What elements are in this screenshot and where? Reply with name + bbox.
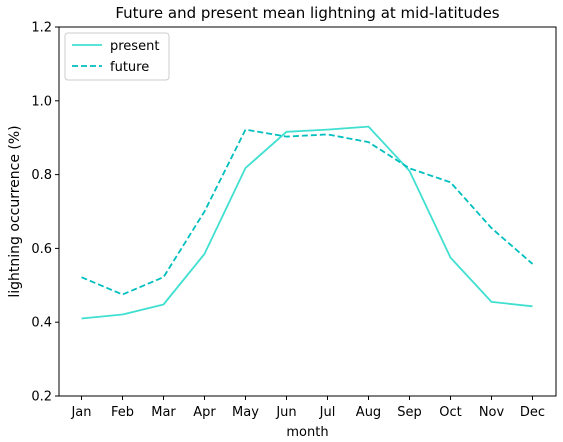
legend: present future — [64, 32, 170, 81]
x-tick-label: Oct — [439, 405, 461, 420]
y-tick-label: 0.6 — [31, 242, 52, 257]
x-axis: Jan Feb Mar Apr May Jun Jul Aug Sep Oct Nov Dec — [70, 396, 545, 420]
y-axis-label: lightning occurrence (%) — [7, 125, 23, 297]
y-tick-label: 0.8 — [31, 168, 52, 183]
x-axis-label: month — [286, 425, 328, 440]
x-tick-label: Jan — [70, 405, 91, 420]
x-tick-label: Jul — [319, 405, 336, 420]
y-tick-label: 0.4 — [31, 316, 52, 331]
x-tick-label: Feb — [111, 405, 134, 420]
series-line-present — [81, 125, 533, 320]
legend-label-present: present — [110, 39, 159, 54]
x-tick-label: Aug — [356, 405, 381, 420]
plot-frame — [58, 26, 557, 397]
plot-area — [58, 26, 557, 397]
x-tick-label: Dec — [520, 405, 545, 420]
y-tick-label: 1.0 — [31, 94, 52, 109]
y-tick-label: 1.2 — [31, 21, 52, 36]
legend-label-future: future — [110, 60, 149, 75]
x-tick-label: May — [232, 405, 259, 420]
y-tick-label: 0.2 — [31, 390, 52, 405]
x-tick-label: Jun — [275, 405, 296, 420]
x-tick-label: Nov — [479, 405, 505, 420]
x-tick-label: Mar — [151, 405, 176, 420]
x-tick-label: Apr — [193, 405, 216, 420]
series-line-future — [81, 128, 534, 296]
y-axis: 0.2 0.4 0.6 0.8 1.0 1.2 — [31, 21, 59, 405]
x-tick-label: Sep — [397, 405, 422, 420]
chart-title: Future and present mean lightning at mid… — [115, 4, 499, 22]
series-lines — [81, 125, 534, 320]
